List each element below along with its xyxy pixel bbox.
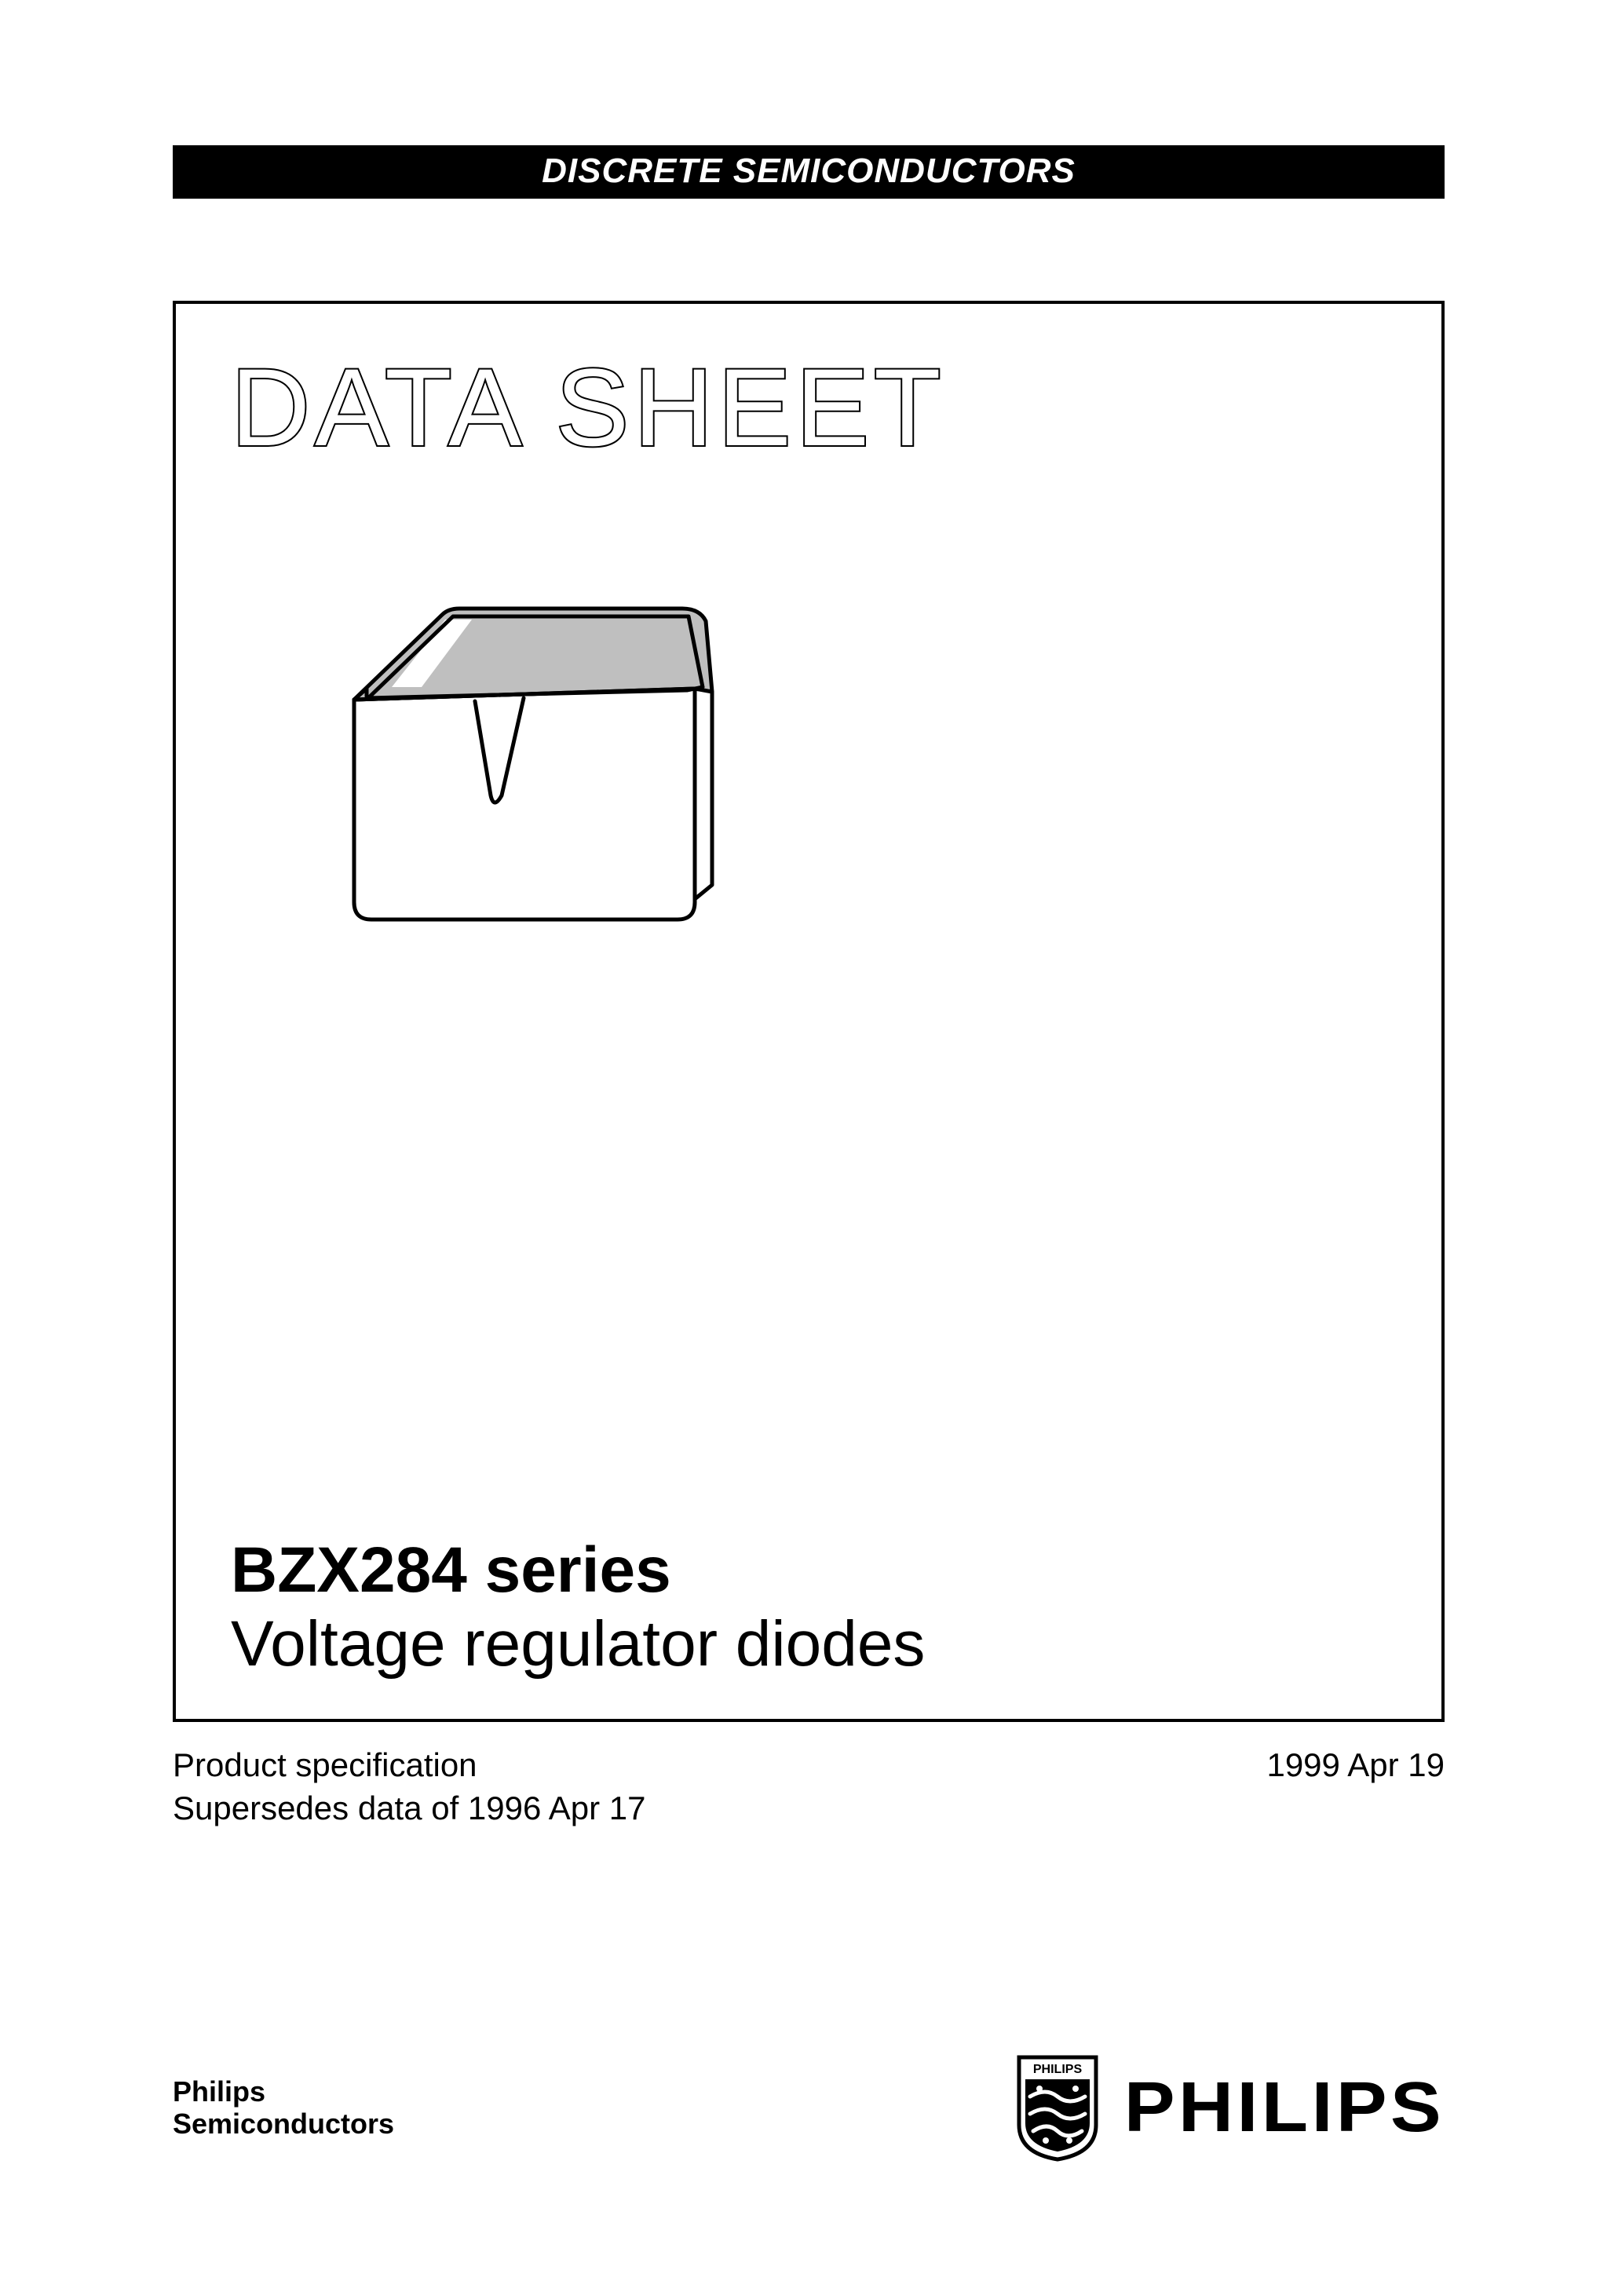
cover-frame: DATA SHEET bbox=[173, 301, 1445, 1722]
meta-date: 1999 Apr 19 bbox=[1266, 1744, 1445, 1830]
svg-text:PHILIPS: PHILIPS bbox=[1033, 2063, 1083, 2076]
philips-shield-icon: PHILIPS bbox=[1014, 2053, 1101, 2163]
series-title: BZX284 series bbox=[231, 1537, 925, 1604]
component-illustration bbox=[321, 594, 761, 991]
footer-division-line2: Semiconductors bbox=[173, 2108, 394, 2140]
meta-left: Product specification Supersedes data of… bbox=[173, 1744, 645, 1830]
category-text: DISCRETE SEMICONDUCTORS bbox=[542, 152, 1076, 190]
meta-row: Product specification Supersedes data of… bbox=[173, 1744, 1445, 1830]
footer-division-line1: Philips bbox=[173, 2075, 394, 2108]
datasheet-title-text: DATA SHEET bbox=[231, 351, 946, 469]
philips-wordmark: PHILIPS bbox=[1124, 2067, 1445, 2148]
datasheet-title: DATA SHEET bbox=[231, 351, 1094, 469]
series-subtitle: Voltage regulator diodes bbox=[231, 1609, 925, 1680]
footer-right: PHILIPS PHILIPS bbox=[1014, 2053, 1445, 2163]
category-bar: DISCRETE SEMICONDUCTORS bbox=[173, 145, 1445, 199]
footer: Philips Semiconductors PHILIPS PHILIPS bbox=[173, 2053, 1445, 2163]
spec-label: Product specification bbox=[173, 1744, 645, 1787]
supersedes: Supersedes data of 1996 Apr 17 bbox=[173, 1787, 645, 1830]
series-block: BZX284 series Voltage regulator diodes bbox=[231, 1537, 925, 1680]
footer-division: Philips Semiconductors bbox=[173, 2075, 394, 2141]
